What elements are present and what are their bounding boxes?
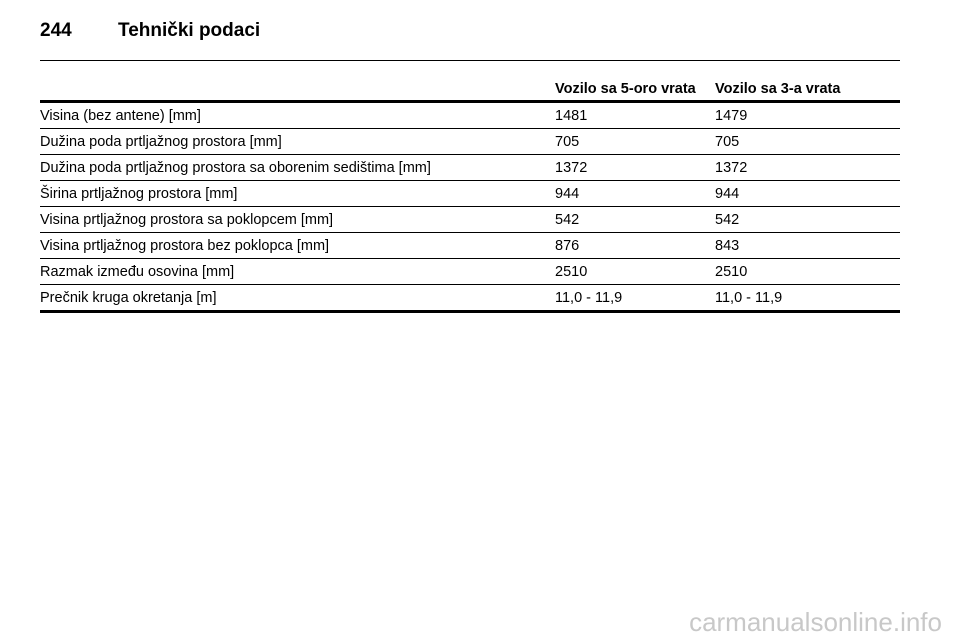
watermark: carmanualsonline.info <box>689 607 942 637</box>
row: Širina prtljažnog prostora [mm] 944 944 <box>40 180 900 207</box>
header-cell: Vozilo sa 5-oro vrata <box>555 78 715 103</box>
row: Dužina poda prtljažnog prostora [mm] 705 7… <box>40 128 900 155</box>
row: Prečnik kruga okretanja [m] 11,0 - 11,9 11… <box>40 284 900 313</box>
cell: 1372 <box>555 154 715 181</box>
cell: 944 <box>555 180 715 207</box>
cell: 11,0 - 11,9 <box>715 284 900 313</box>
cell: 542 <box>715 206 900 233</box>
cell: 2510 <box>555 258 715 285</box>
cell: Dužina poda prtljažnog prostora [mm] <box>40 128 555 155</box>
header-row: Vozilo sa 5-oro vrata Vozilo sa 3-a vrata <box>40 78 900 103</box>
table: Vozilo sa 5-oro vrata Vozilo sa 3-a vrata… <box>40 78 900 313</box>
header-cell: Vozilo sa 3-a vrata <box>715 78 900 103</box>
cell: 944 <box>715 180 900 207</box>
cell: 2510 <box>715 258 900 285</box>
row: Dužina poda prtljažnog prostora sa obore… <box>40 154 900 181</box>
cell: 705 <box>715 128 900 155</box>
table-body: Visina (bez antene) [mm] 1481 1479 Dužina p… <box>40 101 900 313</box>
row: Visina prtljažnog prostora sa poklopcem … <box>40 206 900 233</box>
cell: 542 <box>555 206 715 233</box>
cell: Visina (bez antene) [mm] <box>40 101 555 129</box>
row: Razmak između osovina [mm] 2510 2510 <box>40 258 900 285</box>
cell: Dužina poda prtljažnog prostora sa obore… <box>40 154 555 181</box>
cell: Razmak između osovina [mm] <box>40 258 555 285</box>
cell: Visina prtljažnog prostora sa poklopcem … <box>40 206 555 233</box>
cell: 876 <box>555 232 715 259</box>
header-cell <box>40 78 555 103</box>
row: Visina (bez antene) [mm] 1481 1479 <box>40 101 900 129</box>
rule <box>40 60 900 61</box>
cell: 1481 <box>555 101 715 129</box>
header: 244 Tehnički podaci <box>40 20 260 42</box>
cell: Prečnik kruga okretanja [m] <box>40 284 555 313</box>
cell: 1372 <box>715 154 900 181</box>
page-number: 244 <box>40 20 72 41</box>
title: Tehnički podaci <box>118 20 261 41</box>
cell: Širina prtljažnog prostora [mm] <box>40 180 555 207</box>
cell: 1479 <box>715 101 900 129</box>
cell: 705 <box>555 128 715 155</box>
row: Visina prtljažnog prostora bez poklopca … <box>40 232 900 259</box>
cell: Visina prtljažnog prostora bez poklopca … <box>40 232 555 259</box>
cell: 843 <box>715 232 900 259</box>
cell: 11,0 - 11,9 <box>555 284 715 313</box>
